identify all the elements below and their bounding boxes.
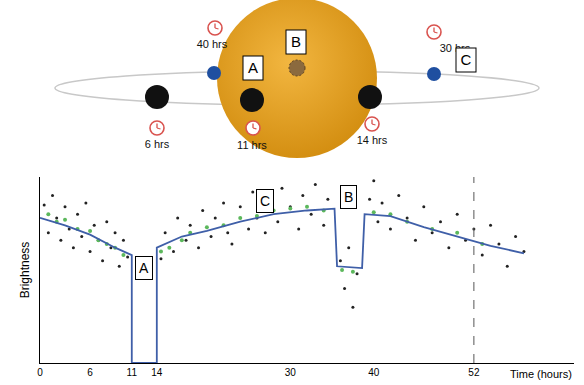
svg-text:11: 11	[127, 367, 138, 378]
svg-text:40 hrs: 40 hrs	[197, 38, 228, 50]
svg-text:40: 40	[368, 367, 380, 378]
svg-text:6 hrs: 6 hrs	[145, 138, 170, 150]
svg-text:30: 30	[285, 367, 297, 378]
svg-text:Time (hours): Time (hours)	[510, 368, 572, 380]
svg-text:0: 0	[37, 367, 43, 378]
svg-text:C: C	[260, 193, 270, 209]
svg-text:B: B	[344, 189, 353, 205]
svg-text:A: A	[139, 260, 149, 276]
svg-text:52: 52	[468, 367, 480, 378]
svg-text:A: A	[248, 59, 258, 76]
svg-text:Brightness: Brightness	[18, 242, 32, 299]
svg-text:14 hrs: 14 hrs	[357, 134, 388, 146]
svg-text:30 hrs: 30 hrs	[439, 42, 471, 54]
svg-text:14: 14	[151, 367, 163, 378]
svg-text:6: 6	[87, 367, 93, 378]
svg-text:C: C	[461, 51, 472, 68]
svg-text:11 hrs: 11 hrs	[237, 139, 267, 151]
svg-text:B: B	[291, 33, 301, 50]
